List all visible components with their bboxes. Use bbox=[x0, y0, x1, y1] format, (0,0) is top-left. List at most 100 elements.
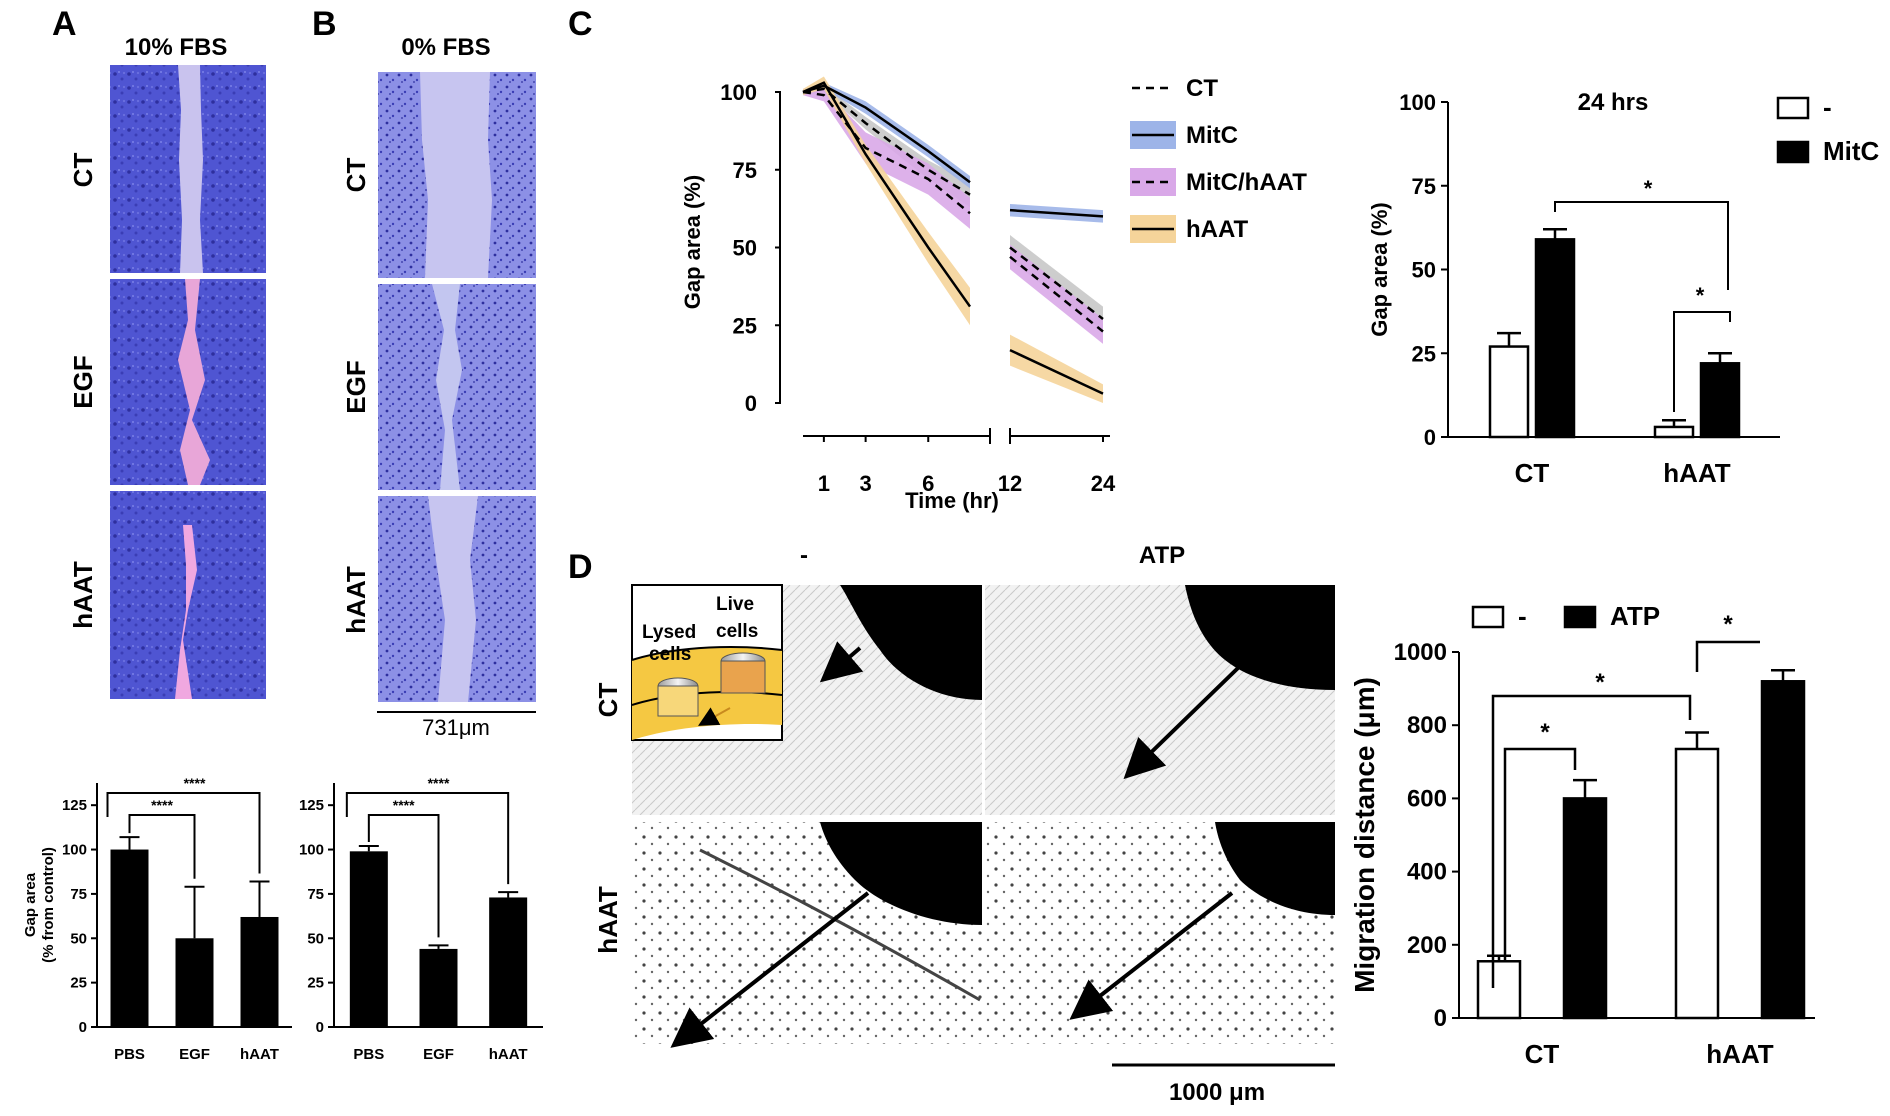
panel-b-row-haat: hAAT bbox=[341, 566, 371, 634]
panel-d-dark-haat-minus bbox=[820, 822, 982, 925]
y-tick-label: 200 bbox=[1407, 932, 1447, 959]
series-band bbox=[1010, 334, 1103, 403]
panel-d-inset-diagram: Lysed cells Live cells bbox=[631, 584, 783, 741]
y-axis-label: Gap area (%) bbox=[680, 175, 705, 310]
panel-d-dark-ct-minus bbox=[840, 585, 982, 700]
panel-d-row-ct: CT bbox=[593, 683, 623, 718]
series-line bbox=[1009, 348, 1104, 395]
y-tick-label: 0 bbox=[79, 1019, 87, 1036]
panel-a-gap-ct bbox=[178, 65, 203, 273]
significance-bracket bbox=[1491, 694, 1692, 988]
series-line bbox=[802, 90, 971, 215]
panel-a-row-egf: EGF bbox=[68, 355, 98, 408]
y-tick-label: 75 bbox=[733, 158, 757, 183]
panel-d-track-haat bbox=[699, 848, 981, 1002]
x-tick-label: 3 bbox=[860, 471, 872, 496]
panel-label-a: A bbox=[52, 5, 77, 43]
significance-bracket bbox=[367, 814, 440, 938]
y-tick-label: 400 bbox=[1407, 859, 1447, 886]
panel-d-arrow-ct-atp bbox=[1123, 666, 1240, 780]
y-tick-label: 75 bbox=[307, 886, 324, 903]
y-tick-label: 125 bbox=[62, 797, 87, 814]
legend-label: MitC bbox=[1823, 136, 1880, 166]
panel-d-col-atp: ATP bbox=[1139, 542, 1185, 569]
chart-title: 24 hrs bbox=[1578, 89, 1649, 116]
panel-d-arrow-haat-minus bbox=[670, 891, 870, 1048]
y-tick-label: 50 bbox=[733, 236, 757, 261]
bar bbox=[1674, 747, 1720, 1020]
panel-b-scale-label: 731μm bbox=[422, 715, 490, 740]
x-tick-label: EGF bbox=[179, 1046, 210, 1063]
panel-a-gap-egf bbox=[178, 279, 210, 485]
inset-lysed-label: Lysed bbox=[642, 622, 696, 643]
panel-label-d: D bbox=[568, 548, 593, 586]
significance-label: * bbox=[1696, 283, 1705, 308]
panel-b-row-ct: CT bbox=[341, 158, 371, 193]
panel-a-row-ct: CT bbox=[68, 153, 98, 188]
chart-c_bar: 0 25 50 75 100 CT hAAT Gap area (%) 24 hrs - MitC *… bbox=[1367, 89, 1880, 488]
x-tick-label: 24 bbox=[1091, 471, 1116, 496]
significance-bracket bbox=[106, 792, 261, 874]
panel-d-scale-label: 1000 μm bbox=[1169, 1079, 1265, 1106]
y-tick-label: 125 bbox=[299, 797, 324, 814]
y-tick-label: 100 bbox=[62, 842, 87, 859]
series-line bbox=[802, 81, 972, 308]
y-tick-label: 25 bbox=[733, 313, 757, 338]
y-tick-label: 50 bbox=[1412, 258, 1436, 283]
inset-live-cells-label: cells bbox=[716, 621, 758, 642]
y-tick-label: 600 bbox=[1407, 785, 1447, 812]
series-line bbox=[1009, 246, 1104, 321]
legend-swatch bbox=[1563, 605, 1597, 629]
y-tick-label: 25 bbox=[307, 975, 324, 992]
y-tick-label: 0 bbox=[745, 391, 757, 416]
x-tick-label: PBS bbox=[353, 1046, 384, 1063]
bar bbox=[419, 948, 458, 1027]
chart-d_bar: 0 200 400 600 800 1000 CT hAAT Migration distanc… bbox=[1349, 601, 1815, 1069]
legend-label: ATP bbox=[1610, 601, 1660, 631]
significance-label: **** bbox=[184, 775, 206, 791]
y-tick-label: 100 bbox=[299, 842, 324, 859]
panel-b-row-egf: EGF bbox=[341, 360, 371, 413]
y-tick-label: 100 bbox=[720, 80, 757, 105]
legend-label: CT bbox=[1186, 75, 1218, 102]
x-tick-label: EGF bbox=[423, 1046, 454, 1063]
bar bbox=[349, 851, 388, 1027]
bar bbox=[1562, 797, 1608, 1020]
significance-bracket bbox=[1554, 201, 1729, 290]
bar bbox=[1488, 345, 1530, 439]
y-tick-label: 75 bbox=[1412, 174, 1436, 199]
x-tick-label: hAAT bbox=[240, 1046, 279, 1063]
significance-label: * bbox=[1540, 719, 1550, 746]
panel-label-b: B bbox=[312, 5, 337, 43]
series-line bbox=[1009, 208, 1104, 218]
bar bbox=[1699, 362, 1741, 439]
bar bbox=[240, 916, 279, 1027]
legend-swatch bbox=[1471, 605, 1505, 629]
x-tick-label: CT bbox=[1515, 458, 1550, 488]
y-tick-label: 800 bbox=[1407, 712, 1447, 739]
significance-label: * bbox=[1644, 176, 1653, 201]
series-band bbox=[803, 76, 970, 326]
significance-label: * bbox=[1723, 611, 1733, 638]
legend-label: MitC/hAAT bbox=[1186, 169, 1307, 196]
inset-gel-mid bbox=[631, 691, 783, 706]
panel-label-c: C bbox=[568, 5, 593, 43]
legend-swatch bbox=[1776, 140, 1810, 164]
significance-label: **** bbox=[428, 775, 450, 791]
inset-cylinder-lysed-body bbox=[657, 685, 699, 717]
panel-b-title: 0% FBS bbox=[401, 34, 490, 61]
legend-label: - bbox=[1518, 601, 1527, 631]
panel-a-micrographs bbox=[110, 65, 266, 699]
y-tick-label: 75 bbox=[70, 886, 87, 903]
panel-d-arrow-ct-minus bbox=[819, 641, 864, 683]
legend-label: hAAT bbox=[1186, 216, 1249, 243]
y-tick-label: 25 bbox=[1412, 341, 1436, 366]
significance-label: * bbox=[1595, 669, 1605, 696]
series-line bbox=[1009, 255, 1104, 333]
legend-swatch bbox=[1776, 96, 1810, 120]
y-axis-label: Gap area bbox=[22, 872, 39, 937]
x-tick-label: CT bbox=[1525, 1039, 1560, 1069]
chart-b_bar: 0 25 50 75 100 125 PBS EGF hAAT **** **** bbox=[299, 775, 543, 1063]
legend-label: MitC bbox=[1186, 122, 1238, 149]
